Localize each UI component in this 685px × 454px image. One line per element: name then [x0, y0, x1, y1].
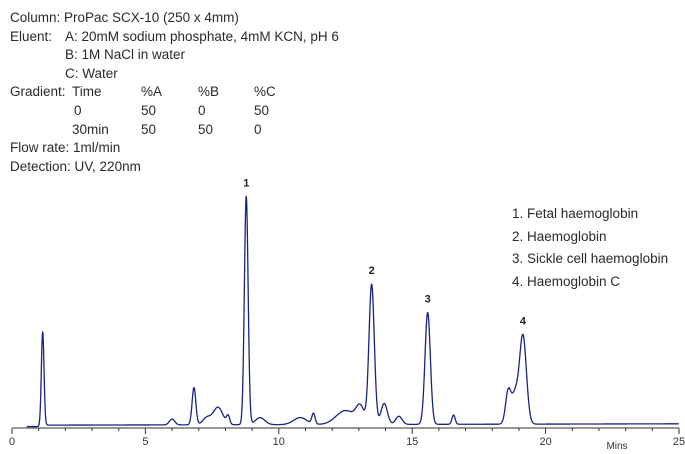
- legend-item: 1. Fetal haemoglobin: [512, 206, 639, 221]
- x-axis-title: Mins: [606, 441, 627, 452]
- peak-number-label: 4: [520, 315, 527, 327]
- peak-number-label: 3: [425, 293, 431, 305]
- peak-labels: 1 2 3 4: [243, 177, 527, 327]
- eluent-label: Eluent:: [10, 28, 53, 44]
- gradient-header-c: %C: [254, 84, 276, 100]
- detection: Detection: UV, 220nm: [10, 158, 141, 174]
- gradient-header-b: %B: [198, 84, 220, 100]
- peak-number-label: 1: [243, 177, 249, 189]
- column-text: Column: ProPac SCX-10 (250 x 4mm): [10, 10, 239, 25]
- gradient-cell: 50: [141, 121, 157, 137]
- peak-number-label: 2: [369, 265, 375, 277]
- flow-rate: Flow rate: 1ml/min: [10, 140, 121, 156]
- x-tick-label: 20: [539, 436, 551, 448]
- gradient-cell: 50: [254, 102, 270, 118]
- legend-item: 2. Haemoglobin: [512, 228, 607, 244]
- gradient-label: Gradient:: [10, 84, 66, 100]
- gradient-cell: 30min: [72, 121, 109, 137]
- x-tick-label: 5: [142, 436, 148, 448]
- x-axis: 0 5 10 15 20 25 Mins: [9, 427, 685, 452]
- gradient-cell: 0: [254, 121, 262, 137]
- gradient-cell: 50: [198, 121, 214, 137]
- gradient-cell: 0: [198, 102, 206, 118]
- gradient-header-time: Time: [72, 84, 102, 100]
- eluent-c: C: Water: [65, 65, 118, 81]
- peak-legend: 1. Fetal haemoglobin 2. Haemoglobin 3. S…: [512, 203, 668, 293]
- gradient-header-a: %A: [141, 84, 163, 100]
- gradient-cell: 0: [74, 102, 82, 118]
- x-tick-label: 10: [273, 436, 285, 448]
- legend-item: 4. Haemoglobin C: [512, 273, 621, 289]
- legend-item: 3. Sickle cell haemoglobin: [512, 251, 669, 266]
- eluent-b: B: 1M NaCl in water: [65, 47, 186, 63]
- eluent-a: A: 20mM sodium phosphate, 4mM KCN, pH 6: [65, 28, 339, 44]
- x-tick-label: 0: [9, 436, 15, 448]
- gradient-cell: 50: [141, 102, 157, 118]
- chromatogram-trace: [26, 195, 680, 428]
- x-tick-label: 15: [406, 436, 418, 448]
- x-tick-label: 25: [673, 436, 685, 448]
